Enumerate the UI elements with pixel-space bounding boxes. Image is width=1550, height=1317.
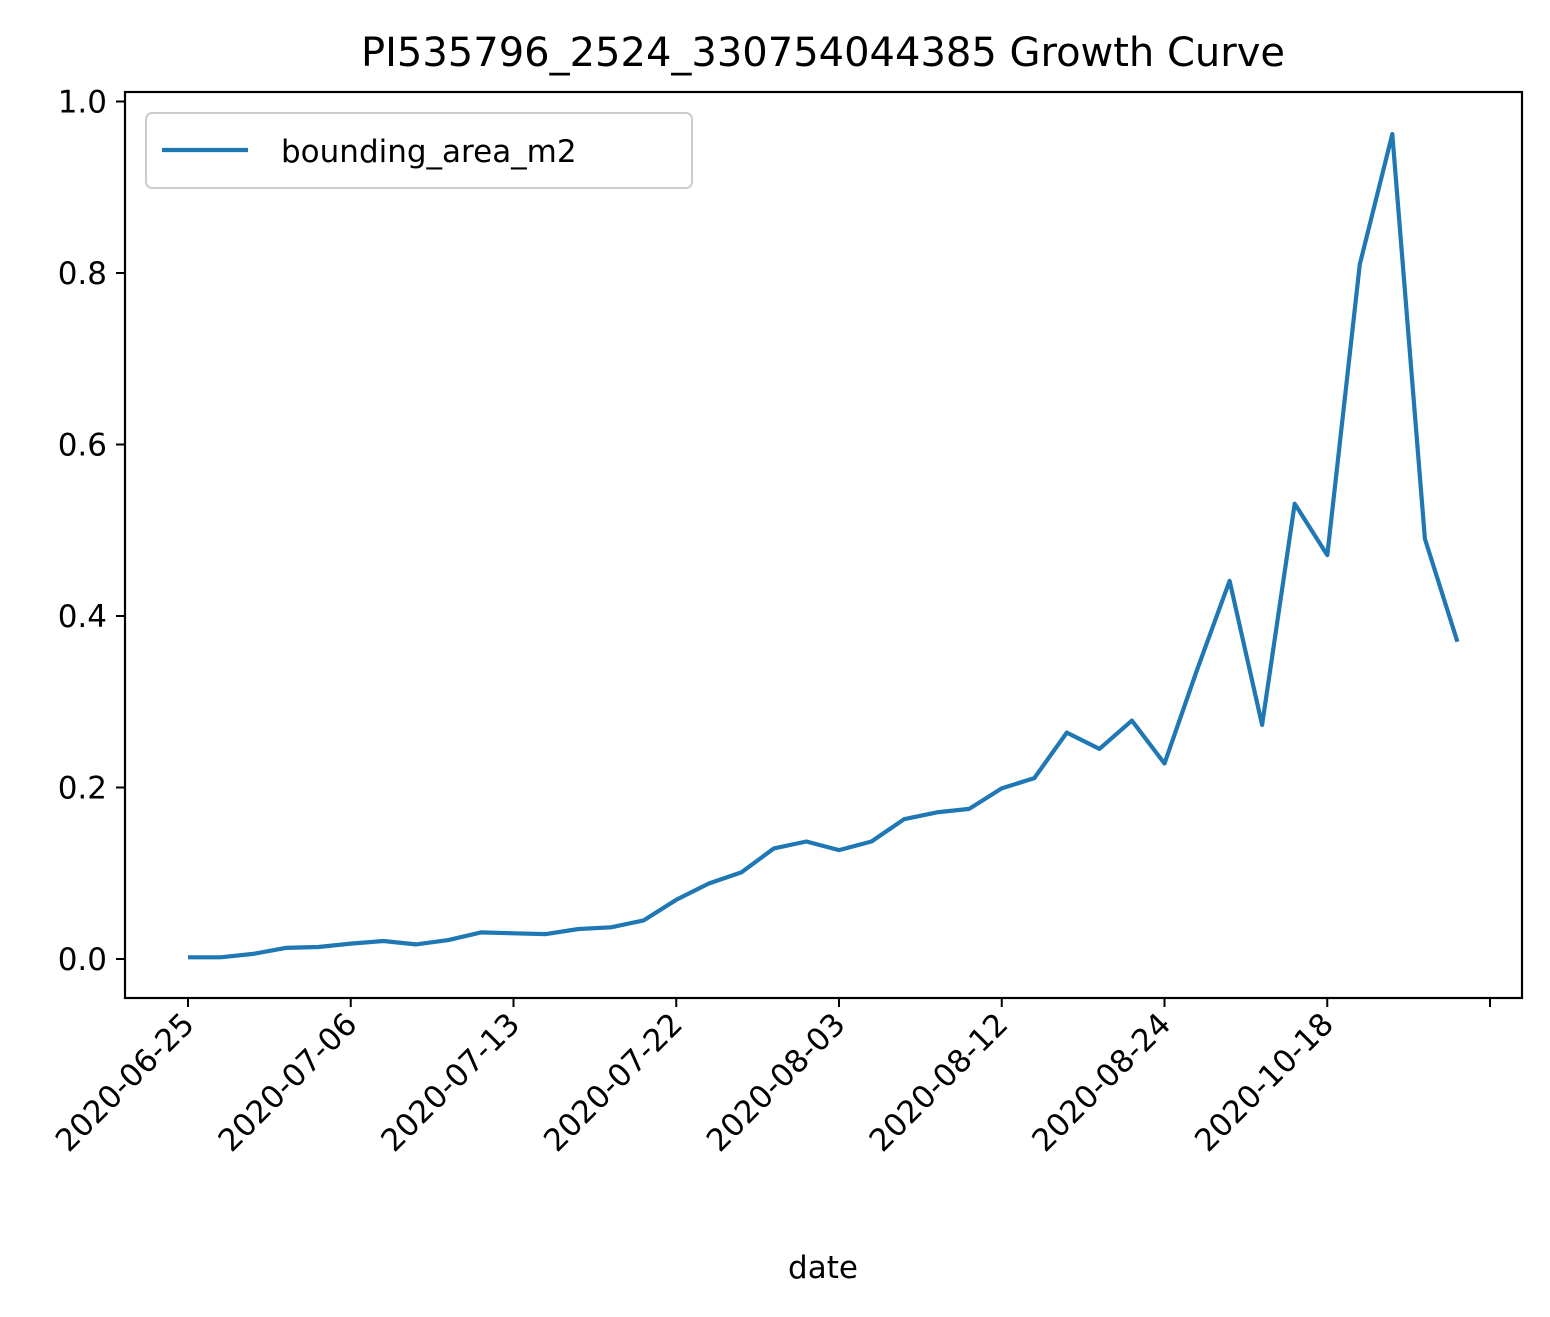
x-axis-label: date: [788, 1250, 858, 1286]
y-tick-label: 0.6: [58, 428, 107, 464]
y-tick-label: 0.0: [58, 942, 107, 978]
legend-label: bounding_area_m2: [281, 134, 577, 170]
legend-box: [145, 112, 693, 189]
series-line-bounding_area_m2: [188, 132, 1460, 960]
legend[interactable]: bounding_area_m2: [145, 112, 693, 189]
y-tick-label: 0.8: [58, 256, 107, 292]
y-tick-label: 0.4: [58, 599, 107, 635]
y-tick-label: 1.0: [58, 85, 107, 121]
y-tick-label: 0.2: [58, 771, 107, 807]
chart-title: PI535796_2524_330754044385 Growth Curve: [361, 30, 1285, 76]
axes-frame: [123, 90, 1524, 1000]
